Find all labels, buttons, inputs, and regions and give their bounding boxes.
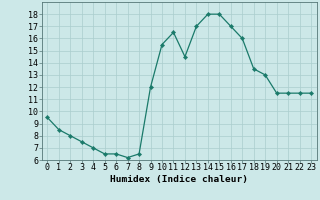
X-axis label: Humidex (Indice chaleur): Humidex (Indice chaleur) bbox=[110, 175, 248, 184]
